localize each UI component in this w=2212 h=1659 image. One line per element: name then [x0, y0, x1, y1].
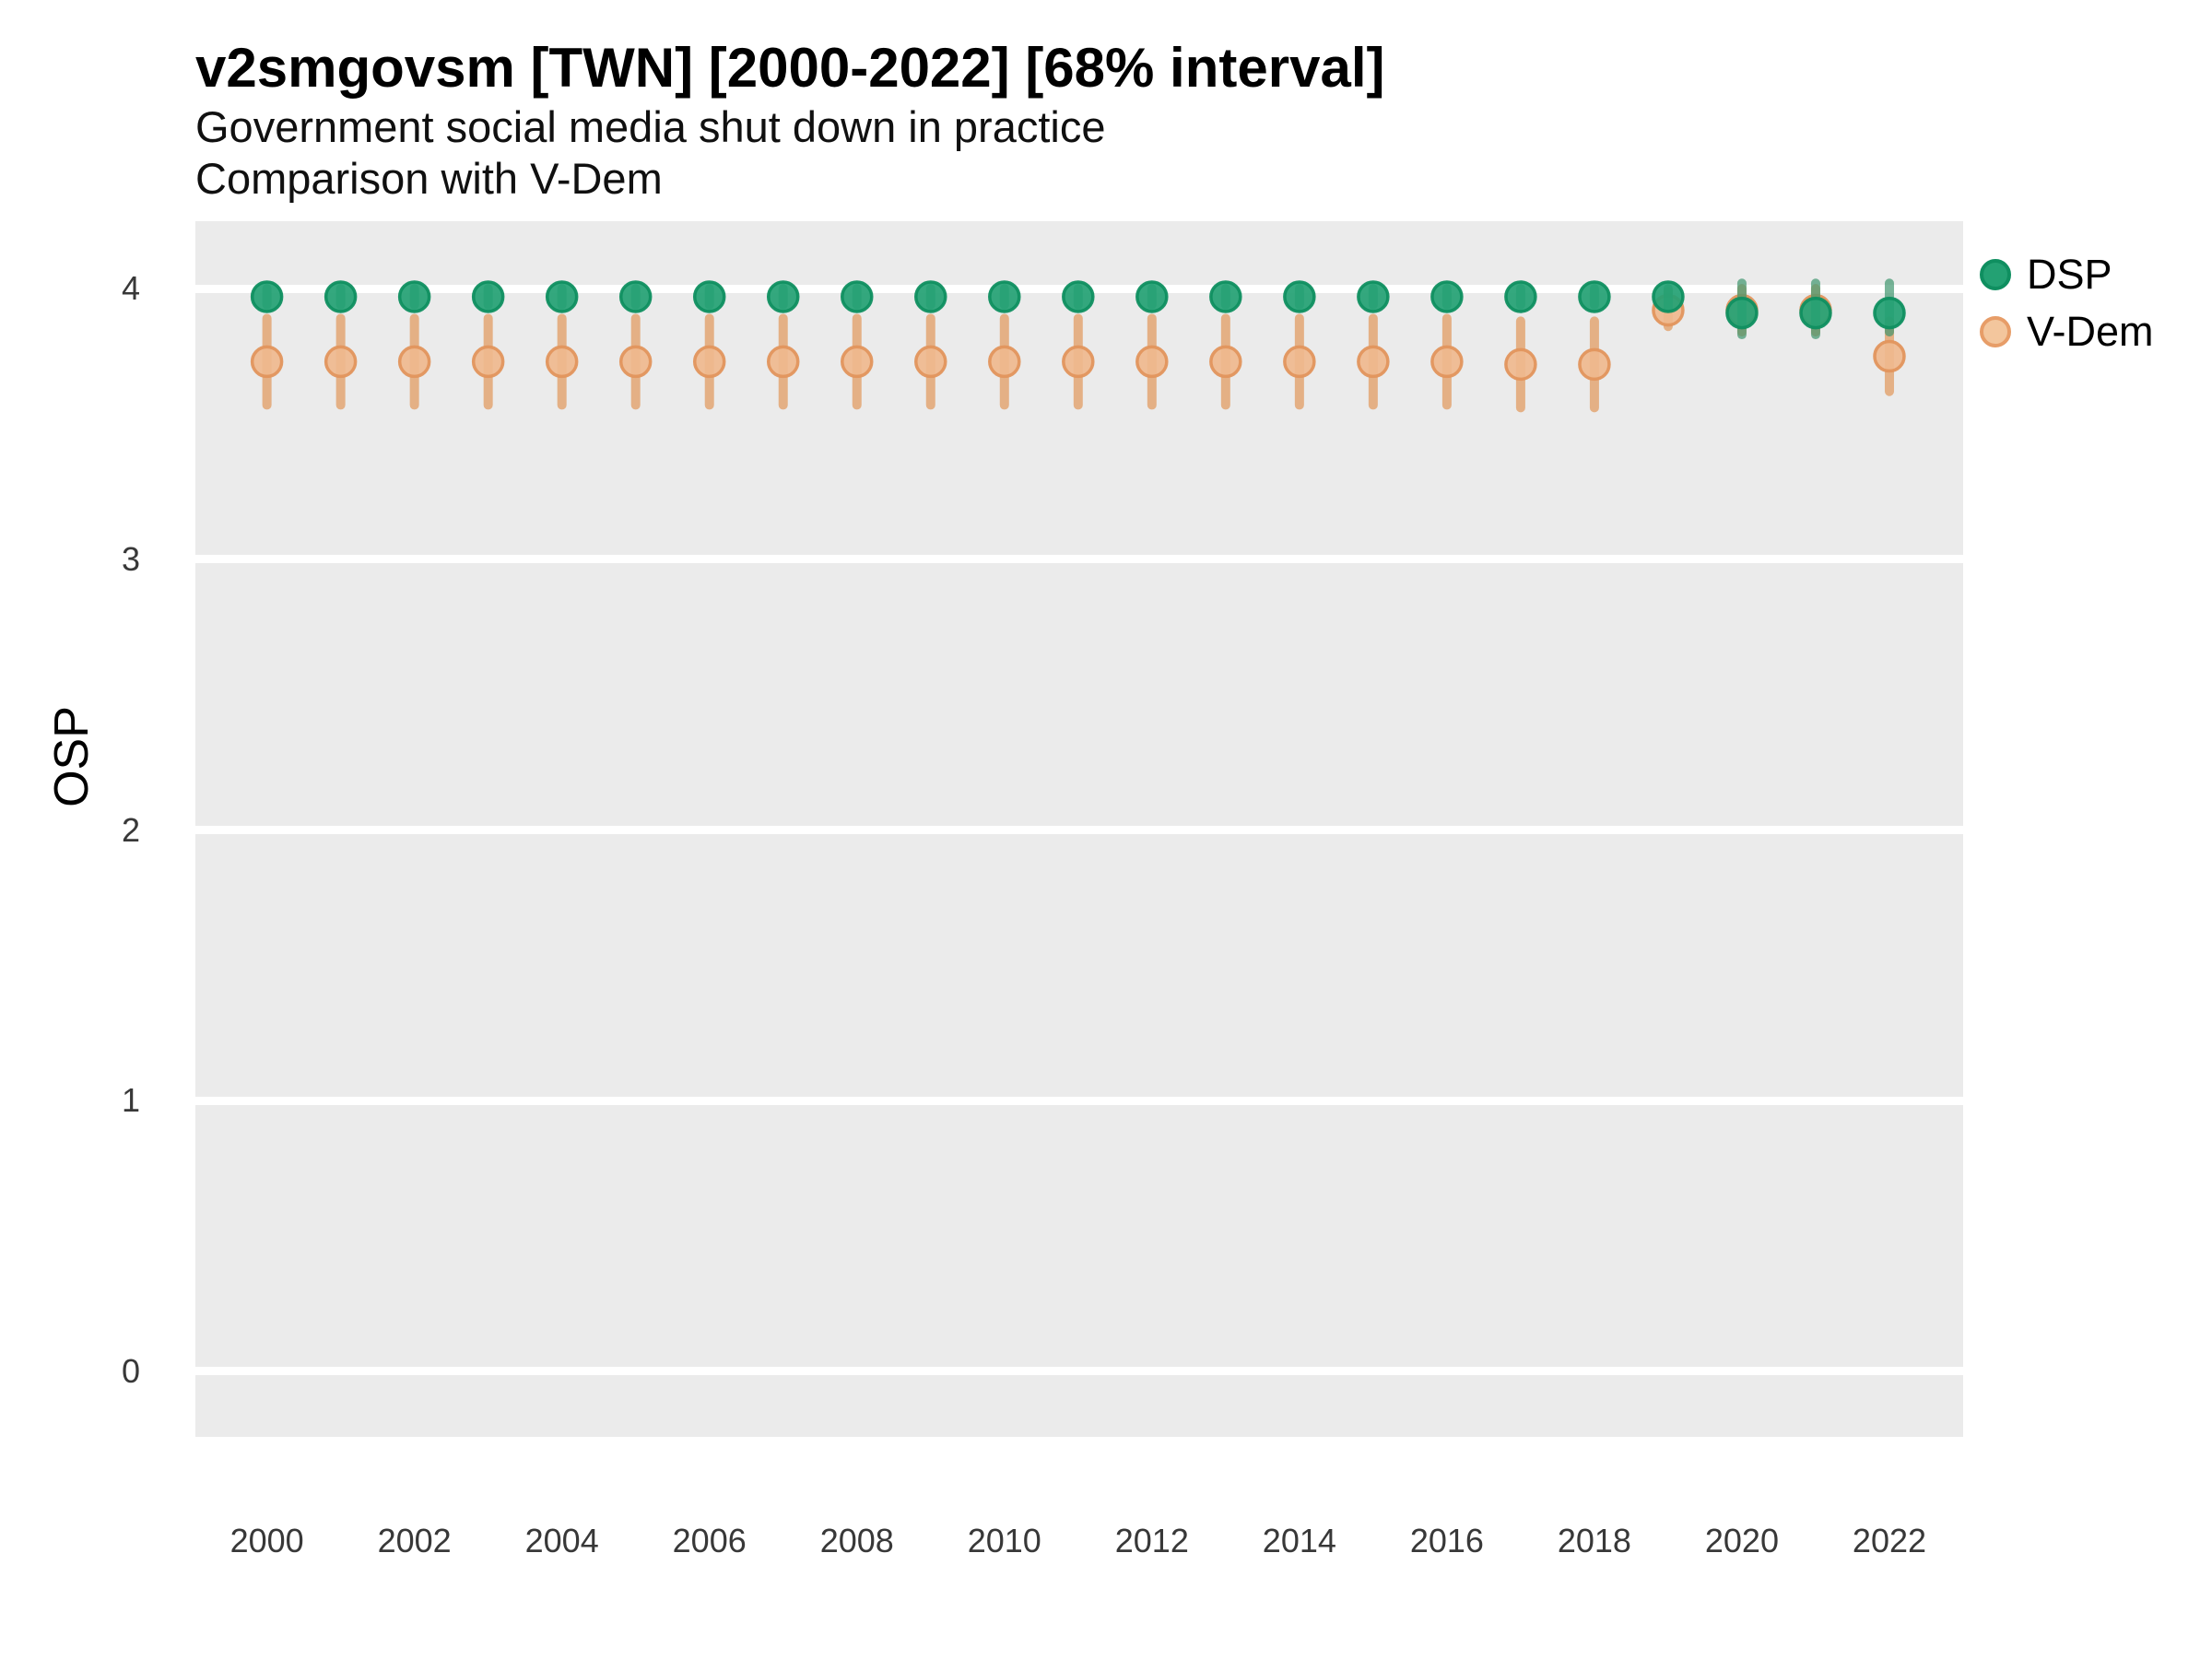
dsp-point	[1135, 280, 1169, 313]
legend-label: DSP	[2027, 251, 2112, 298]
vdem-point	[1357, 345, 1390, 379]
vdem-point	[840, 345, 874, 379]
dsp-point	[1873, 296, 1906, 330]
x-tick-label: 2000	[229, 1522, 304, 1559]
y-tick-label: 0	[121, 1351, 140, 1390]
dsp-point	[324, 280, 358, 313]
dsp-point	[1578, 280, 1611, 313]
dsp-point	[1504, 280, 1537, 313]
chart-subtitle-line2: Comparison with V-Dem	[195, 154, 663, 203]
chart-subtitle-line1: Government social media shut down in pra…	[195, 102, 1106, 151]
dsp-point	[1725, 296, 1759, 330]
y-tick-label: 3	[121, 539, 140, 578]
x-tick-label: 2004	[524, 1522, 599, 1559]
vdem-point	[471, 345, 505, 379]
x-tick-label: 2022	[1852, 1522, 1927, 1559]
vdem-point	[988, 345, 1021, 379]
y-tick-label: 4	[121, 269, 140, 308]
x-tick-label: 2018	[1557, 1522, 1631, 1559]
x-tick-label: 2006	[672, 1522, 747, 1559]
x-tick-label: 2012	[1114, 1522, 1189, 1559]
dsp-point	[1652, 280, 1685, 313]
dsp-point	[1799, 296, 1832, 330]
legend-item-dsp: DSP	[1980, 247, 2154, 302]
dsp-point	[1209, 280, 1242, 313]
dsp-point	[1062, 280, 1095, 313]
dsp-point	[250, 280, 284, 313]
x-tick-label: 2016	[1409, 1522, 1484, 1559]
dsp-point	[618, 280, 653, 313]
dsp-point	[1430, 280, 1464, 313]
chart-subtitle: Government social media shut down in pra…	[195, 101, 1105, 205]
dsp-point	[914, 280, 947, 313]
vdem-point	[1578, 347, 1611, 382]
dsp-point	[471, 280, 505, 313]
vdem-point	[1209, 345, 1242, 379]
dsp-point	[397, 280, 431, 313]
y-tick-label: 2	[121, 810, 140, 849]
x-tick-label: 2014	[1262, 1522, 1336, 1559]
x-tick-label: 2008	[819, 1522, 894, 1559]
gridline-y-0	[195, 1367, 1963, 1376]
vdem-point	[1873, 339, 1906, 373]
vdem-point	[914, 345, 947, 379]
chart-title: v2smgovsm [TWN] [2000-2022] [68% interva…	[195, 37, 1385, 99]
dsp-point	[766, 280, 800, 313]
x-tick-label: 2002	[377, 1522, 452, 1559]
vdem-point	[618, 345, 653, 379]
vdem-point	[766, 345, 800, 379]
vdem-point	[1430, 345, 1464, 379]
legend-label: V-Dem	[2027, 308, 2154, 355]
vdem-point	[324, 345, 358, 379]
plot-panel	[195, 221, 1963, 1437]
dsp-point	[692, 280, 726, 313]
vdem-point	[1135, 345, 1169, 379]
vdem-point	[1504, 347, 1537, 382]
legend-marker-icon	[1980, 259, 2011, 290]
x-tick-label: 2010	[967, 1522, 1041, 1559]
vdem-point	[250, 345, 284, 379]
vdem-point	[692, 345, 726, 379]
vdem-point	[1062, 345, 1095, 379]
chart-marks	[250, 278, 1906, 413]
legend-marker-icon	[1980, 316, 2011, 347]
dsp-point	[1357, 280, 1390, 313]
legend-item-vdem: V-Dem	[1980, 304, 2154, 359]
gridline-y-1	[195, 1096, 1963, 1105]
y-tick-label: 1	[121, 1081, 140, 1120]
vdem-point	[1283, 345, 1316, 379]
dsp-point	[988, 280, 1021, 313]
gridline-y-3	[195, 555, 1963, 564]
vdem-point	[397, 345, 431, 379]
vdem-point	[545, 345, 579, 379]
dsp-point	[1283, 280, 1316, 313]
legend: DSP V-Dem	[1980, 247, 2154, 361]
gridline-y-2	[195, 826, 1963, 835]
x-tick-label: 2020	[1704, 1522, 1779, 1559]
dsp-point	[840, 280, 874, 313]
dsp-point	[545, 280, 579, 313]
